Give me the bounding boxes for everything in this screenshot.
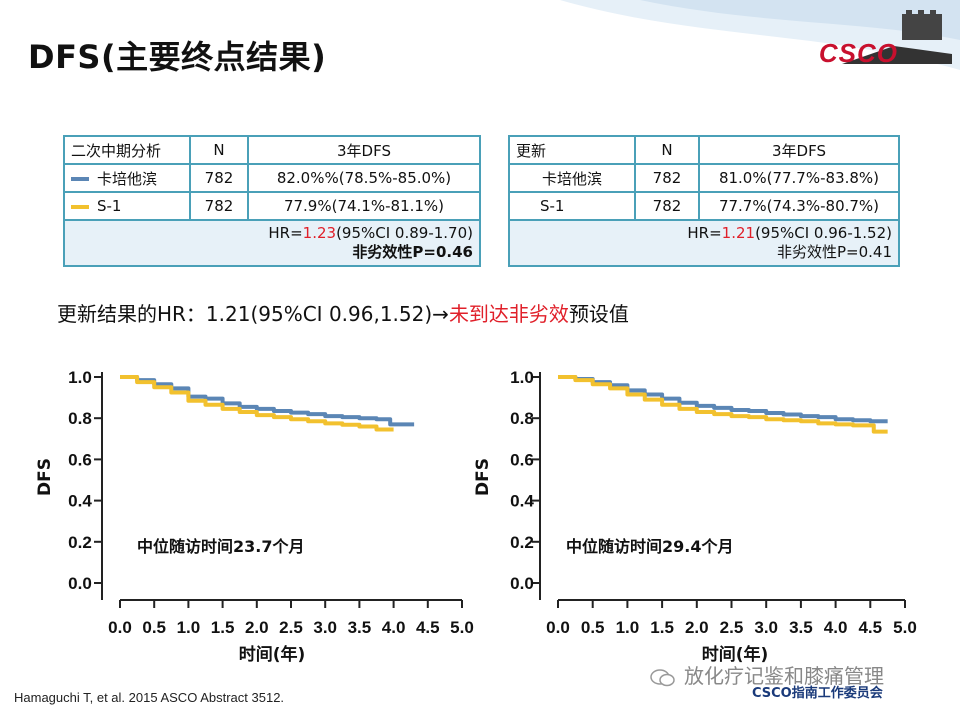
x-tick-label: 2.5 [720, 618, 744, 637]
x-tick-label: 2.0 [685, 618, 709, 637]
x-axis-title: 时间(年) [702, 644, 769, 665]
x-tick-label: 3.5 [789, 618, 813, 637]
table-row: 卡培他滨 782 81.0%(77.7%-83.8%) [508, 163, 900, 193]
arm-label: 卡培他滨 [97, 169, 158, 188]
wechat-watermark: 放化疗记鉴和膝痛管理 [650, 660, 884, 689]
y-axis-title: DFS [35, 458, 55, 496]
capecitabine-legend-icon [71, 177, 89, 181]
x-tick-label: 0.0 [108, 618, 132, 637]
y-tick-label: 0.0 [510, 574, 534, 593]
s1-curve [120, 375, 394, 432]
footer-org: CSCO指南工作委员会 [752, 686, 883, 701]
table-header-cell: N [189, 135, 249, 165]
y-tick-label: 0.6 [68, 450, 92, 469]
x-tick-label: 4.5 [858, 618, 882, 637]
x-tick-label: 3.5 [348, 618, 372, 637]
noninferiority-p: 非劣效性P=0.41 [776, 243, 892, 261]
dfs-cell: 77.9%(74.1%-81.1%) [247, 191, 481, 221]
dfs-cell: 82.0%%(78.5%-85.0%) [247, 163, 481, 193]
wechat-icon [650, 668, 675, 686]
x-tick-label: 0.5 [142, 618, 166, 637]
x-tick-label: 4.0 [824, 618, 848, 637]
csco-logo-text: CSCO [818, 38, 898, 68]
table-row: 卡培他滨 782 82.0%%(78.5%-85.0%) [63, 163, 481, 193]
x-axis-title: 时间(年) [239, 644, 306, 665]
page-title: DFS(主要终点结果) [28, 38, 327, 76]
s1-curve [558, 375, 888, 434]
x-tick-label: 4.0 [382, 618, 406, 637]
x-tick-label: 1.0 [616, 618, 640, 637]
hr-cell: HR=1.21(95%CI 0.96-1.52) 非劣效性P=0.41 [508, 219, 900, 267]
arm-label: S-1 [97, 197, 122, 215]
noninferiority-p: 非劣效性P=0.46 [352, 243, 473, 261]
summary-prefix: 更新结果的HR：1.21(95%CI 0.96,1.52)→ [57, 302, 449, 326]
y-tick-label: 0.4 [510, 492, 534, 511]
arm-cell: S-1 [63, 191, 191, 221]
arm-cell: 卡培他滨 [63, 163, 191, 193]
x-tick-label: 1.5 [211, 618, 235, 637]
capecitabine-curve [558, 375, 888, 424]
summary-suffix: 预设值 [568, 302, 629, 326]
median-followup-annotation: 中位随访时间29.4个月 [566, 537, 733, 556]
table-header-cell: 更新 [508, 135, 636, 165]
capecitabine-curve [120, 375, 415, 427]
interim-analysis-table: 二次中期分析 N 3年DFS 卡培他滨 782 82.0%%(78.5%-85.… [63, 135, 481, 267]
y-tick-label: 0.4 [68, 492, 92, 511]
y-tick-label: 0.2 [68, 533, 92, 552]
y-tick-label: 0.6 [510, 450, 534, 469]
csco-logo-icon [842, 10, 952, 64]
hr-prefix: HR= [268, 224, 303, 242]
x-tick-label: 5.0 [450, 618, 474, 637]
x-tick-label: 4.5 [416, 618, 440, 637]
arm-cell: S-1 [508, 191, 636, 221]
table-header-cell: 二次中期分析 [63, 135, 191, 165]
hr-ci: (95%CI 0.89-1.70) [336, 224, 473, 242]
update-table: 更新 N 3年DFS 卡培他滨 782 81.0%(77.7%-83.8%) S… [508, 135, 900, 267]
x-tick-label: 0.0 [546, 618, 570, 637]
x-tick-label: 3.0 [313, 618, 337, 637]
hr-cell: HR=1.23(95%CI 0.89-1.70) 非劣效性P=0.46 [63, 219, 481, 267]
y-tick-label: 0.8 [510, 409, 534, 428]
x-tick-label: 1.0 [177, 618, 201, 637]
x-tick-label: 5.0 [893, 618, 917, 637]
summary-statement: 更新结果的HR：1.21(95%CI 0.96,1.52)→未到达非劣效预设值 [57, 298, 629, 327]
table-row: S-1 782 77.7%(74.3%-80.7%) [508, 191, 900, 221]
median-followup-annotation: 中位随访时间23.7个月 [137, 537, 304, 556]
table-header-cell: 3年DFS [247, 135, 481, 165]
x-tick-label: 1.5 [650, 618, 674, 637]
summary-highlight: 未到达非劣效 [448, 302, 569, 326]
citation: Hamaguchi T, et al. 2015 ASCO Abstract 3… [14, 690, 285, 705]
s1-legend-icon [71, 204, 89, 209]
table-header-cell: N [634, 135, 700, 165]
x-tick-label: 0.5 [581, 618, 605, 637]
table-header-cell: 3年DFS [698, 135, 900, 165]
y-tick-label: 0.8 [68, 409, 92, 428]
hr-prefix: HR= [687, 224, 722, 242]
hr-ci: (95%CI 0.96-1.52) [755, 224, 892, 242]
table-row: S-1 782 77.9%(74.1%-81.1%) [63, 191, 481, 221]
n-cell: 782 [189, 191, 249, 221]
x-tick-label: 2.0 [245, 618, 269, 637]
y-tick-label: 1.0 [510, 368, 534, 387]
dfs-cell: 77.7%(74.3%-80.7%) [698, 191, 900, 221]
n-cell: 782 [634, 163, 700, 193]
header-background [560, 0, 960, 70]
arm-cell: 卡培他滨 [508, 163, 636, 193]
y-tick-label: 0.0 [68, 574, 92, 593]
n-cell: 782 [189, 163, 249, 193]
hr-value: 1.21 [721, 224, 756, 242]
y-tick-label: 1.0 [68, 368, 92, 387]
x-tick-label: 3.0 [754, 618, 778, 637]
y-tick-label: 0.2 [510, 533, 534, 552]
n-cell: 782 [634, 191, 700, 221]
watermark-text: 放化疗记鉴和膝痛管理 [684, 664, 884, 688]
hr-value: 1.23 [302, 224, 337, 242]
dfs-cell: 81.0%(77.7%-83.8%) [698, 163, 900, 193]
x-tick-label: 2.5 [279, 618, 303, 637]
y-axis-title: DFS [473, 458, 493, 496]
